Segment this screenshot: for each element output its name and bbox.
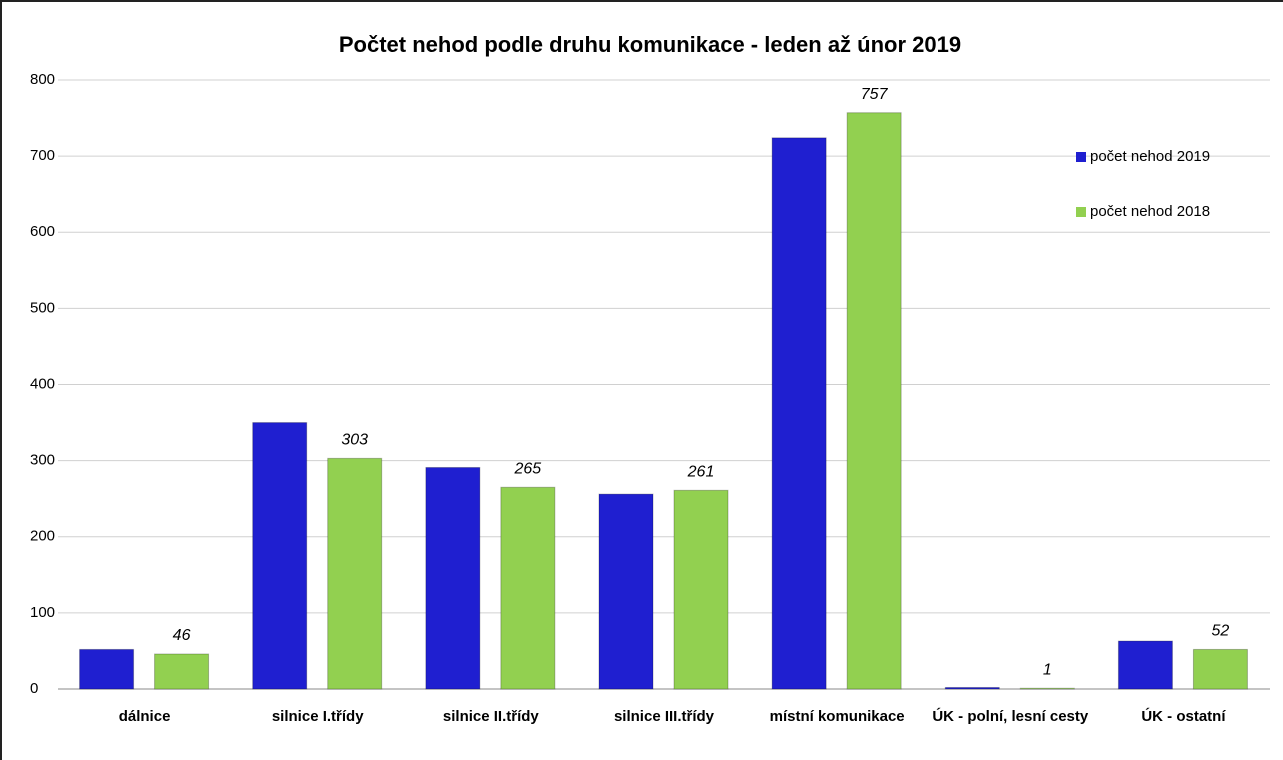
bar — [1019, 687, 1075, 690]
bar — [1117, 640, 1173, 690]
data-label: 303 — [341, 432, 368, 449]
legend-label: počet nehod 2019 — [1090, 148, 1210, 165]
x-tick-label: dálnice — [118, 708, 171, 725]
bar — [1192, 648, 1248, 690]
bar — [425, 466, 481, 690]
y-tick-label: 100 — [30, 604, 55, 621]
y-tick-label: 500 — [30, 299, 55, 316]
data-label: 52 — [1212, 623, 1230, 640]
bar — [500, 486, 556, 690]
data-label: 757 — [861, 86, 889, 103]
y-tick-label: 300 — [30, 452, 55, 469]
bar — [598, 493, 654, 690]
y-tick-label: 600 — [30, 223, 55, 240]
legend-swatch — [1076, 207, 1086, 217]
y-tick-label: 400 — [30, 375, 55, 392]
legend-swatch — [1076, 152, 1086, 162]
data-label: 1 — [1043, 661, 1052, 678]
bar — [79, 648, 135, 690]
bar — [252, 422, 308, 690]
data-label: 46 — [173, 627, 191, 644]
bar — [771, 137, 827, 690]
x-tick-label: ÚK - ostatní — [1141, 708, 1226, 725]
bar — [154, 653, 210, 690]
data-label: 265 — [514, 460, 542, 477]
x-tick-label: silnice I.třídy — [271, 708, 364, 725]
bar — [327, 457, 383, 690]
x-tick-label: místní komunikace — [769, 708, 905, 725]
y-tick-label: 200 — [30, 528, 55, 545]
bar — [673, 489, 729, 690]
x-tick-label: ÚK - polní, lesní cesty — [932, 708, 1089, 725]
y-tick-label: 800 — [30, 71, 55, 88]
x-tick-label: silnice II.třídy — [442, 708, 539, 725]
x-tick-label: silnice III.třídy — [613, 708, 715, 725]
y-tick-label: 0 — [30, 680, 38, 697]
chart-title: Počtet nehod podle druhu komunikace - le… — [339, 32, 961, 57]
legend-label: počet nehod 2018 — [1090, 203, 1210, 220]
y-tick-label: 700 — [30, 147, 55, 164]
bar — [944, 686, 1000, 690]
bar — [846, 112, 902, 690]
data-label: 261 — [687, 464, 715, 481]
